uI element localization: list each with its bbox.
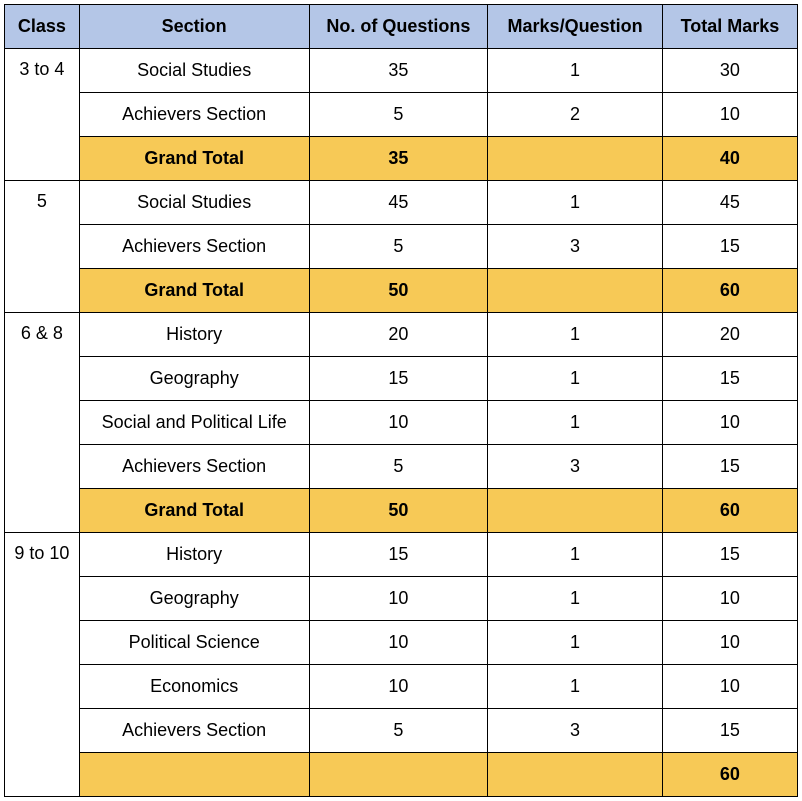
- marksper-cell: 3: [488, 445, 663, 489]
- section-cell: Political Science: [79, 621, 309, 665]
- class-cell: 5: [5, 181, 80, 313]
- section-cell: Social Studies: [79, 181, 309, 225]
- marksper-cell: 1: [488, 181, 663, 225]
- marksper-cell: 1: [488, 533, 663, 577]
- table-row: Achievers Section5315: [5, 445, 798, 489]
- section-cell: Social and Political Life: [79, 401, 309, 445]
- marksper-cell: 1: [488, 621, 663, 665]
- marksper-cell: 2: [488, 93, 663, 137]
- nquestions-cell: 35: [309, 49, 488, 93]
- totalmarks-cell: 20: [662, 313, 797, 357]
- table-row: Political Science10110: [5, 621, 798, 665]
- section-cell: Achievers Section: [79, 445, 309, 489]
- table-row: Social and Political Life10110: [5, 401, 798, 445]
- marksper-cell: [488, 753, 663, 797]
- grand-total-label: Grand Total: [79, 269, 309, 313]
- marksper-cell: 1: [488, 49, 663, 93]
- totalmarks-cell: 10: [662, 621, 797, 665]
- table-row: 3 to 4Social Studies35130: [5, 49, 798, 93]
- section-cell: Achievers Section: [79, 93, 309, 137]
- marksper-cell: 1: [488, 313, 663, 357]
- table-body: 3 to 4Social Studies35130Achievers Secti…: [5, 49, 798, 797]
- totalmarks-cell: 15: [662, 533, 797, 577]
- marksper-cell: 3: [488, 225, 663, 269]
- header-class: Class: [5, 5, 80, 49]
- totalmarks-cell: 10: [662, 93, 797, 137]
- nquestions-cell: 10: [309, 665, 488, 709]
- table-row: Achievers Section5315: [5, 709, 798, 753]
- section-cell: Economics: [79, 665, 309, 709]
- nquestions-cell: 5: [309, 93, 488, 137]
- nquestions-cell: 5: [309, 225, 488, 269]
- table-row: Achievers Section5210: [5, 93, 798, 137]
- nquestions-cell: [309, 753, 488, 797]
- marksper-cell: 1: [488, 401, 663, 445]
- table-row: Geography10110: [5, 577, 798, 621]
- nquestions-cell: 5: [309, 709, 488, 753]
- table-row: Economics10110: [5, 665, 798, 709]
- table-row: Geography15115: [5, 357, 798, 401]
- totalmarks-cell: 15: [662, 445, 797, 489]
- section-cell: History: [79, 533, 309, 577]
- header-nquestions: No. of Questions: [309, 5, 488, 49]
- marksper-cell: 1: [488, 357, 663, 401]
- marksper-cell: 1: [488, 577, 663, 621]
- section-cell: History: [79, 313, 309, 357]
- nquestions-cell: 15: [309, 533, 488, 577]
- section-cell: Geography: [79, 577, 309, 621]
- table-row: Grand Total50 60: [5, 489, 798, 533]
- section-cell: Geography: [79, 357, 309, 401]
- section-cell: Achievers Section: [79, 225, 309, 269]
- totalmarks-cell: 60: [662, 753, 797, 797]
- marksper-cell: [488, 137, 663, 181]
- table-row: 60: [5, 753, 798, 797]
- marksper-cell: [488, 269, 663, 313]
- totalmarks-cell: 10: [662, 401, 797, 445]
- totalmarks-cell: 15: [662, 709, 797, 753]
- nquestions-cell: 50: [309, 489, 488, 533]
- table-row: 6 & 8History20120: [5, 313, 798, 357]
- table-row: Achievers Section5315: [5, 225, 798, 269]
- grand-total-label: Grand Total: [79, 137, 309, 181]
- marksper-cell: 1: [488, 665, 663, 709]
- nquestions-cell: 45: [309, 181, 488, 225]
- totalmarks-cell: 10: [662, 577, 797, 621]
- totalmarks-cell: 60: [662, 489, 797, 533]
- marksper-cell: 3: [488, 709, 663, 753]
- totalmarks-cell: 30: [662, 49, 797, 93]
- grand-total-label: Grand Total: [79, 489, 309, 533]
- nquestions-cell: 5: [309, 445, 488, 489]
- table-row: Grand Total50 60: [5, 269, 798, 313]
- table-row: Grand Total35 40: [5, 137, 798, 181]
- nquestions-cell: 35: [309, 137, 488, 181]
- header-totalmarks: Total Marks: [662, 5, 797, 49]
- nquestions-cell: 10: [309, 621, 488, 665]
- nquestions-cell: 10: [309, 401, 488, 445]
- nquestions-cell: 20: [309, 313, 488, 357]
- table-row: 5Social Studies45145: [5, 181, 798, 225]
- totalmarks-cell: 45: [662, 181, 797, 225]
- nquestions-cell: 15: [309, 357, 488, 401]
- totalmarks-cell: 40: [662, 137, 797, 181]
- totalmarks-cell: 15: [662, 357, 797, 401]
- totalmarks-cell: 10: [662, 665, 797, 709]
- header-section: Section: [79, 5, 309, 49]
- class-cell: 3 to 4: [5, 49, 80, 181]
- marks-table: Class Section No. of Questions Marks/Que…: [4, 4, 798, 797]
- class-cell: 9 to 10: [5, 533, 80, 797]
- nquestions-cell: 50: [309, 269, 488, 313]
- section-cell: Achievers Section: [79, 709, 309, 753]
- header-row: Class Section No. of Questions Marks/Que…: [5, 5, 798, 49]
- nquestions-cell: 10: [309, 577, 488, 621]
- totalmarks-cell: 60: [662, 269, 797, 313]
- header-marksper: Marks/Question: [488, 5, 663, 49]
- section-cell: Social Studies: [79, 49, 309, 93]
- totalmarks-cell: 15: [662, 225, 797, 269]
- table-row: 9 to 10History15115: [5, 533, 798, 577]
- marksper-cell: [488, 489, 663, 533]
- class-cell: 6 & 8: [5, 313, 80, 533]
- grand-total-label: [79, 753, 309, 797]
